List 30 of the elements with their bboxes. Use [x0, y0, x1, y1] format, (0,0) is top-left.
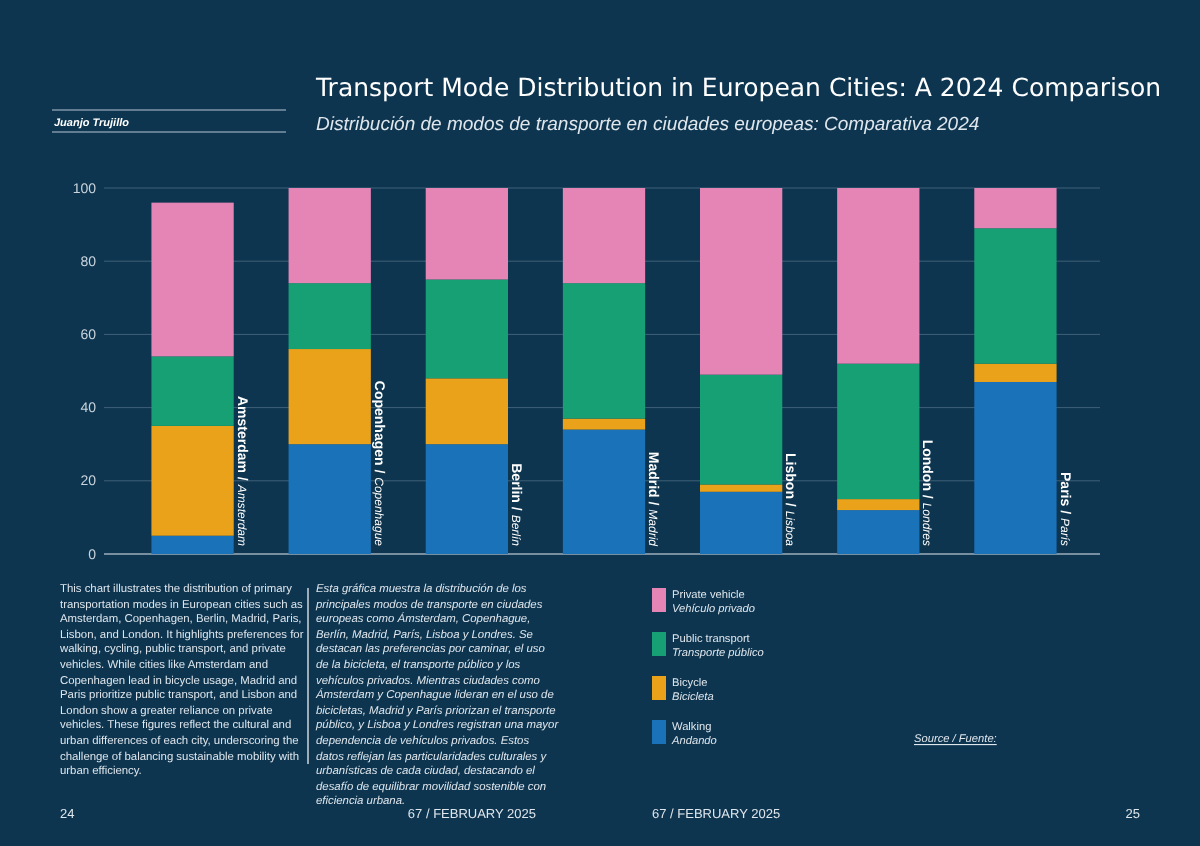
bar: [974, 228, 1057, 364]
bar: [151, 202, 234, 357]
bar: [700, 374, 783, 485]
bar: [974, 188, 1057, 229]
bar: [837, 363, 920, 500]
bar: [837, 499, 920, 511]
bar: [562, 418, 646, 430]
bar: [151, 356, 234, 426]
bar: [151, 425, 234, 536]
chart-subtitle: Distribución de modos de transporte en ciudades europeas: Comparativa 2024: [316, 114, 980, 136]
bar: [562, 283, 646, 419]
bar: [425, 378, 508, 445]
bar: [974, 363, 1057, 382]
bar: [425, 188, 508, 280]
bar: [288, 188, 371, 284]
chart-title: Transport Mode Distribution in European Cities: A 2024 Comparison: [314, 72, 1162, 102]
bar: [700, 484, 783, 492]
bar: [700, 188, 783, 375]
bar: [425, 279, 508, 379]
bar: [288, 349, 371, 445]
bar: [151, 535, 234, 554]
bar: [837, 188, 920, 364]
bar: [288, 444, 371, 554]
bar: [425, 444, 508, 554]
bar: [837, 510, 920, 554]
bar: [562, 188, 646, 284]
bar: [288, 283, 371, 350]
bar: [562, 429, 646, 554]
bar: [974, 381, 1057, 554]
bar: [700, 491, 783, 554]
